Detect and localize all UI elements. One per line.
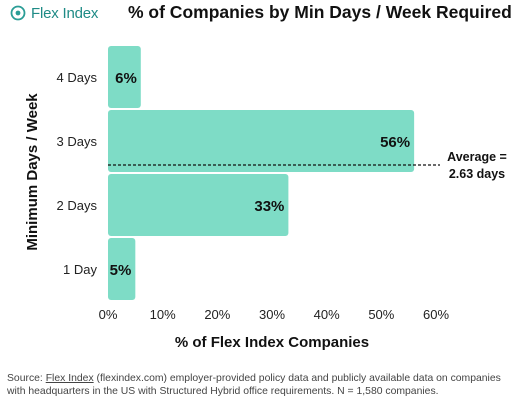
bar-2	[108, 174, 289, 236]
brand-logo: Flex Index	[10, 3, 98, 23]
x-tick-label-4: 40%	[314, 307, 340, 322]
bar-0	[108, 46, 141, 108]
category-label-3: 1 Day	[63, 262, 97, 277]
source-text: (flexindex.com) employer-provided policy…	[7, 373, 501, 397]
x-tick-label-5: 50%	[368, 307, 394, 322]
x-tick-label-0: 0%	[99, 307, 118, 322]
value-label-1: 56%	[380, 134, 410, 151]
source-link[interactable]: Flex Index	[45, 373, 94, 384]
category-label-0: 4 Days	[57, 70, 98, 85]
category-label-2: 2 Days	[57, 198, 98, 213]
chart-title: % of Companies by Min Days / Week Requir…	[128, 2, 512, 22]
bar-3	[108, 238, 136, 300]
y-axis-title: Minimum Days / Week	[24, 93, 41, 251]
value-label-3: 5%	[110, 262, 132, 279]
value-label-0: 6%	[115, 70, 137, 87]
source-prefix: Source:	[7, 373, 46, 384]
flex-index-logo-icon	[10, 5, 26, 21]
x-tick-label-2: 20%	[204, 307, 230, 322]
value-label-2: 33%	[254, 198, 284, 215]
x-tick-label-6: 60%	[423, 307, 449, 322]
brand-name: Flex Index	[31, 4, 99, 22]
source-note: Source: Flex Index (flexindex.com) emplo…	[7, 372, 519, 398]
x-tick-label-1: 10%	[150, 307, 176, 322]
x-axis-title: % of Flex Index Companies	[175, 334, 369, 351]
average-label-line2: 2.63 days	[449, 167, 505, 181]
x-tick-label-3: 30%	[259, 307, 285, 322]
category-label-1: 3 Days	[57, 134, 98, 149]
bar-1	[108, 110, 415, 172]
average-label-line1: Average =	[447, 150, 507, 164]
